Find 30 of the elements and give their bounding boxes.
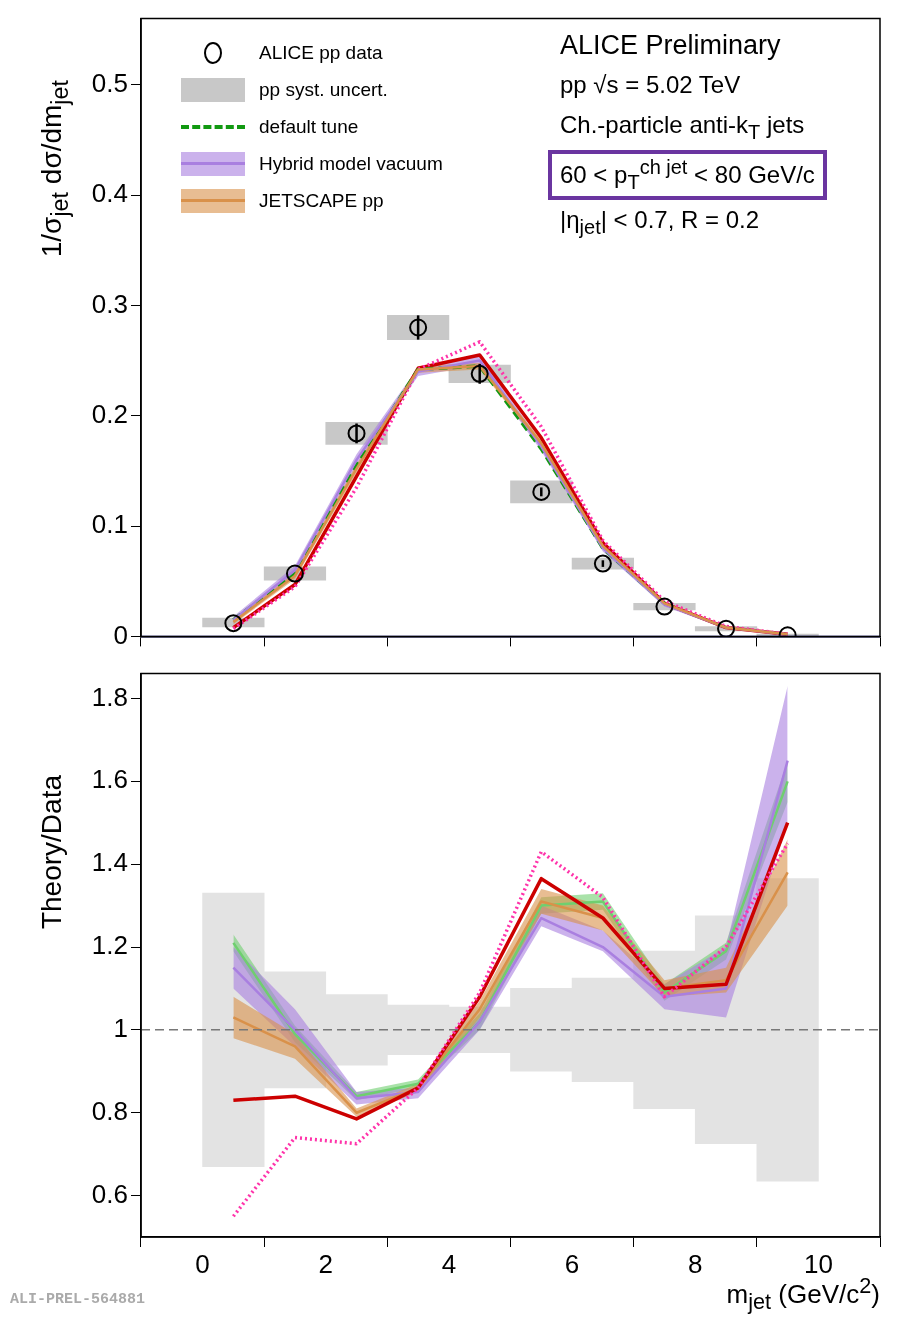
y-tick-label: 0.3 [91,288,128,319]
x-tick-label: 4 [441,1248,457,1279]
x-tick-label: 6 [564,1248,580,1279]
y-tick-label: 1.8 [91,681,128,712]
annotation: Ch.-particle anti-k$_{T}$ jets [560,111,805,143]
y-axis-title: Theory/Data [36,775,68,930]
y-tick-label: 1 [113,1013,128,1044]
y-tick-label: 0.4 [91,178,128,209]
x-tick-label: 8 [688,1248,703,1279]
y-tick-label: 1.6 [91,764,128,795]
text: ALI-PREL-564881 [10,1291,146,1308]
x-tick-label: 2 [318,1248,333,1279]
text: pp √s = 5.02 TeV [560,71,742,99]
y-tick-label: 0 [113,619,128,650]
y-tick-label: 0.1 [91,509,128,540]
y-tick-label: 0.8 [91,1095,128,1126]
legend-label: pp syst. uncert. [259,78,388,101]
y-tick-label: 0.6 [91,1178,128,1209]
annotation: |η$_{jet}$| < 0.7, R = 0.2 [560,205,760,238]
y-tick-label: 1.4 [91,847,128,878]
y-tick-label: 0.5 [91,67,128,98]
legend-label: default tune [259,115,359,138]
legend-label: ALICE pp data [259,41,383,64]
legend-label: Hybrid model vacuum [259,152,443,175]
y-tick-label: 0.2 [91,398,128,429]
annotation: 60 < p$_{T}$$^{ch jet}$ < 80 GeV/c [560,155,815,193]
chart-title: ALICE Preliminary [560,30,782,61]
x-tick-label: 0 [195,1248,210,1279]
legend-label: JETSCAPE pp [259,189,384,212]
y-tick-label: 1.2 [91,930,128,961]
